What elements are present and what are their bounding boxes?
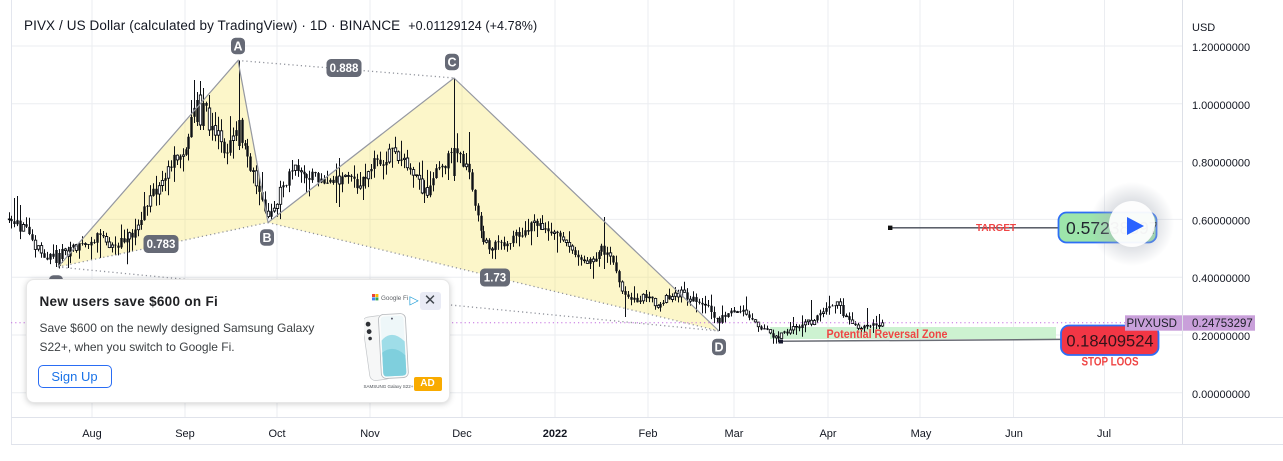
- svg-text:USD: USD: [1192, 22, 1215, 34]
- svg-text:1.73: 1.73: [484, 273, 506, 285]
- svg-text:Apr: Apr: [819, 428, 836, 440]
- svg-text:0.40000000: 0.40000000: [1192, 273, 1250, 285]
- svg-text:0.18409524: 0.18409524: [1066, 333, 1153, 351]
- svg-text:0.783: 0.783: [147, 239, 176, 251]
- svg-text:Potential Reversal Zone: Potential Reversal Zone: [827, 327, 948, 341]
- svg-text:1.20000000: 1.20000000: [1192, 42, 1250, 54]
- svg-text:0.00000000: 0.00000000: [1192, 389, 1250, 401]
- svg-text:B: B: [262, 231, 271, 245]
- svg-text:Sep: Sep: [175, 428, 195, 440]
- svg-text:Jun: Jun: [1005, 428, 1023, 440]
- svg-text:Oct: Oct: [268, 428, 285, 440]
- svg-text:2022: 2022: [543, 428, 567, 440]
- svg-text:Feb: Feb: [639, 428, 658, 440]
- svg-text:May: May: [911, 428, 932, 440]
- svg-text:C: C: [447, 56, 456, 70]
- svg-text:0.20000000: 0.20000000: [1192, 331, 1250, 343]
- svg-text:TARGET: TARGET: [976, 222, 1017, 234]
- svg-text:STOP LOOS: STOP LOOS: [1082, 355, 1139, 369]
- svg-text:1.00000000: 1.00000000: [1192, 100, 1250, 112]
- svg-text:Dec: Dec: [452, 428, 472, 440]
- svg-text:A: A: [233, 40, 242, 54]
- svg-text:0.60000000: 0.60000000: [1192, 215, 1250, 227]
- svg-text:0.888: 0.888: [330, 63, 359, 75]
- svg-text:0.24753297: 0.24753297: [1192, 318, 1253, 330]
- svg-text:Jul: Jul: [1097, 428, 1111, 440]
- svg-text:0.80000000: 0.80000000: [1192, 158, 1250, 170]
- svg-text:Google Fi: Google Fi: [381, 295, 408, 302]
- svg-text:Mar: Mar: [725, 428, 744, 440]
- svg-text:Aug: Aug: [82, 428, 102, 440]
- svg-text:D: D: [714, 341, 723, 355]
- svg-text:Nov: Nov: [360, 428, 380, 440]
- svg-text:PIVXUSD: PIVXUSD: [1127, 318, 1178, 330]
